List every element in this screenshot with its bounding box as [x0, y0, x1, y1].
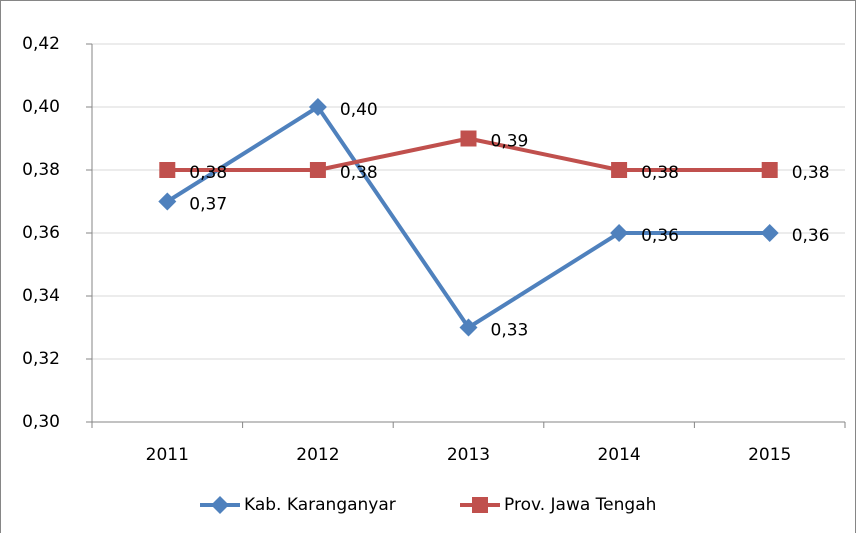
data-point: [309, 162, 326, 178]
y-tick-label: 0,34: [22, 286, 60, 306]
data-point: [159, 162, 176, 178]
data-point: [158, 192, 177, 211]
data-label: 0,36: [641, 226, 679, 246]
legend-label: Prov. Jawa Tengah: [504, 495, 656, 515]
x-tick-label: 2012: [296, 445, 339, 465]
data-label: 0,37: [189, 195, 227, 215]
legend-marker: [211, 496, 229, 514]
y-tick-label: 0,42: [22, 34, 60, 54]
data-point: [610, 224, 629, 242]
data-label: 0,38: [189, 163, 227, 183]
x-tick-label: 2015: [748, 445, 791, 465]
y-tick-label: 0,38: [22, 160, 60, 180]
y-tick-label: 0,30: [22, 412, 60, 432]
y-tick-label: 0,32: [22, 349, 60, 369]
data-label: 0,40: [340, 100, 378, 120]
data-label: 0,38: [792, 163, 830, 183]
data-label: 0,39: [491, 132, 529, 152]
data-label: 0,38: [641, 163, 679, 183]
data-label: 0,36: [792, 226, 830, 246]
data-point: [761, 162, 778, 178]
data-point: [460, 130, 477, 147]
data-point: [611, 162, 628, 178]
legend-marker: [472, 497, 488, 513]
data-label: 0,38: [340, 163, 378, 183]
y-tick-label: 0,36: [22, 223, 60, 243]
legend-label: Kab. Karanganyar: [244, 495, 396, 515]
data-label: 0,33: [491, 321, 529, 341]
data-point: [308, 98, 327, 116]
data-point: [459, 318, 478, 337]
x-tick-label: 2013: [447, 445, 490, 465]
data-point: [760, 224, 779, 242]
y-tick-label: 0,40: [22, 97, 60, 117]
x-tick-label: 2011: [146, 445, 189, 465]
x-tick-label: 2014: [597, 445, 640, 465]
